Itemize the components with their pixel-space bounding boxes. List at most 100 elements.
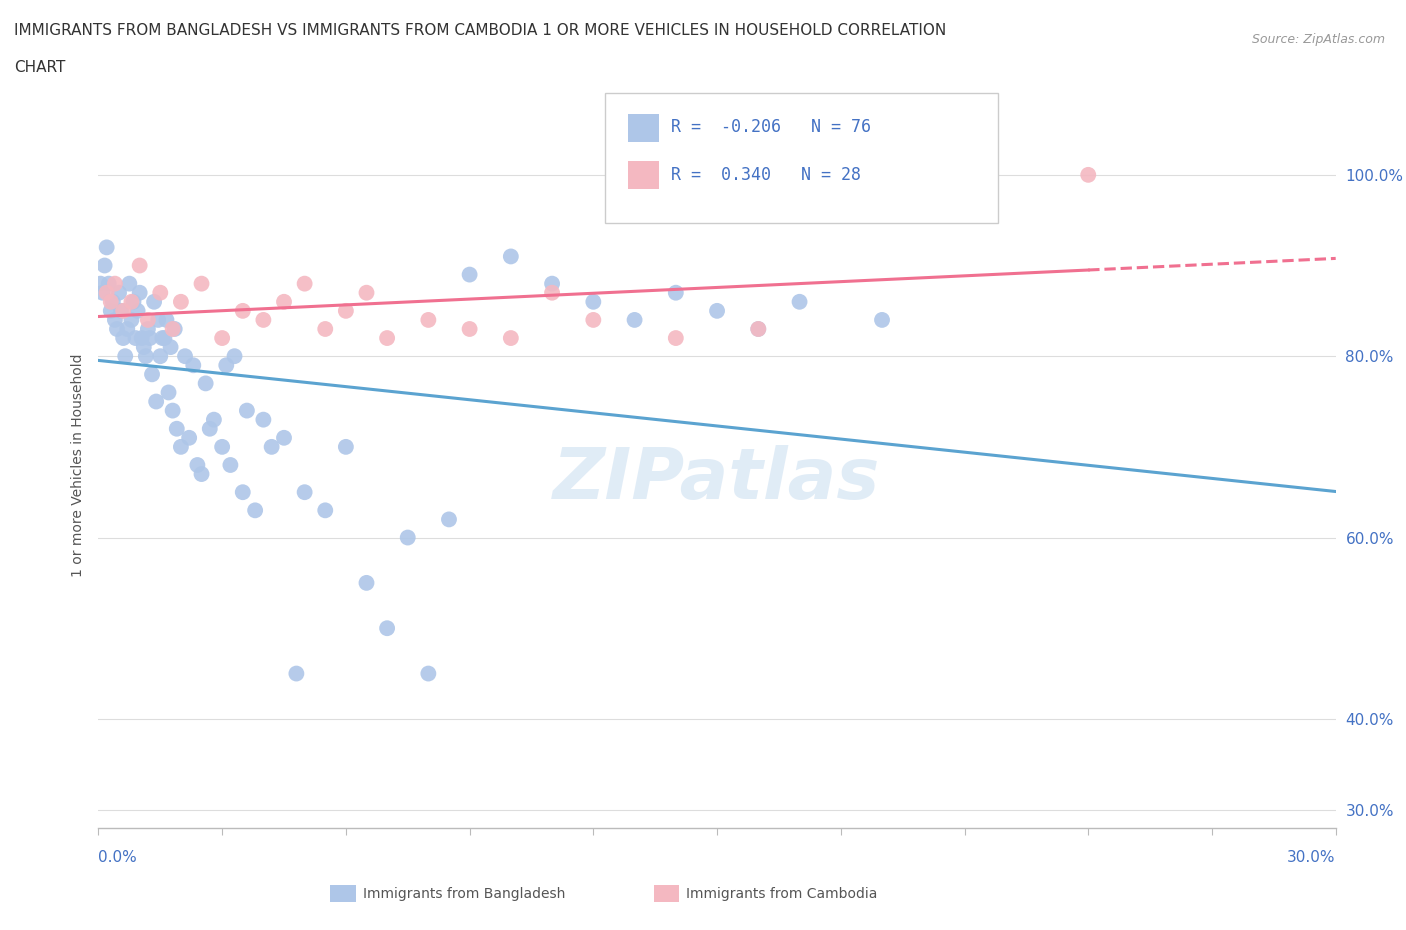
- Point: [870, 312, 893, 327]
- Point: [149, 286, 172, 300]
- Point: [314, 322, 336, 337]
- Point: [89, 276, 111, 291]
- Point: [91, 286, 114, 300]
- Point: [194, 376, 217, 391]
- Point: [145, 394, 167, 409]
- Text: 0.0%: 0.0%: [98, 850, 138, 866]
- Point: [120, 312, 142, 327]
- Point: [97, 276, 120, 291]
- Point: [122, 295, 145, 310]
- Point: [181, 358, 204, 373]
- Point: [162, 322, 184, 337]
- Point: [314, 503, 336, 518]
- Point: [458, 267, 481, 282]
- Point: [418, 666, 440, 681]
- Point: [396, 530, 419, 545]
- Point: [499, 249, 522, 264]
- Text: R =  0.340   N = 28: R = 0.340 N = 28: [671, 166, 860, 184]
- Point: [108, 286, 131, 300]
- Point: [541, 286, 564, 300]
- Point: [100, 303, 122, 318]
- Point: [118, 276, 141, 291]
- Point: [112, 303, 135, 318]
- Point: [1077, 167, 1099, 182]
- Point: [104, 312, 127, 327]
- Point: [100, 295, 122, 310]
- Point: [136, 322, 159, 337]
- Point: [170, 440, 193, 455]
- Point: [541, 276, 564, 291]
- Point: [789, 295, 811, 310]
- Point: [499, 331, 522, 346]
- Text: 30.0%: 30.0%: [1288, 850, 1336, 866]
- Point: [260, 440, 283, 455]
- Point: [236, 404, 259, 418]
- Point: [135, 349, 157, 364]
- Point: [623, 312, 645, 327]
- Point: [96, 286, 118, 300]
- Point: [252, 312, 274, 327]
- Point: [294, 276, 316, 291]
- Text: IMMIGRANTS FROM BANGLADESH VS IMMIGRANTS FROM CAMBODIA 1 OR MORE VEHICLES IN HOU: IMMIGRANTS FROM BANGLADESH VS IMMIGRANTS…: [14, 23, 946, 38]
- Point: [211, 440, 233, 455]
- Point: [375, 331, 398, 346]
- Point: [335, 303, 357, 318]
- Point: [174, 349, 197, 364]
- Point: [202, 412, 225, 427]
- Point: [128, 286, 150, 300]
- Y-axis label: 1 or more Vehicles in Household: 1 or more Vehicles in Household: [70, 353, 84, 577]
- Text: ZIPatlas: ZIPatlas: [554, 445, 880, 514]
- Point: [252, 412, 274, 427]
- Text: R =  -0.206   N = 76: R = -0.206 N = 76: [671, 118, 870, 137]
- Point: [215, 358, 238, 373]
- Point: [356, 576, 378, 591]
- Point: [143, 295, 166, 310]
- Point: [190, 467, 212, 482]
- Point: [219, 458, 242, 472]
- Point: [747, 322, 769, 337]
- Point: [155, 312, 177, 327]
- Point: [665, 331, 688, 346]
- Point: [356, 286, 378, 300]
- Text: Immigrants from Bangladesh: Immigrants from Bangladesh: [363, 886, 565, 901]
- Point: [139, 331, 162, 346]
- Point: [149, 349, 172, 364]
- Point: [166, 421, 188, 436]
- Point: [190, 276, 212, 291]
- Point: [273, 295, 295, 310]
- Point: [128, 259, 150, 273]
- Point: [232, 303, 254, 318]
- Point: [285, 666, 308, 681]
- Point: [375, 621, 398, 636]
- Point: [127, 303, 149, 318]
- Point: [582, 295, 605, 310]
- Point: [665, 286, 688, 300]
- Point: [437, 512, 460, 526]
- Point: [157, 385, 180, 400]
- Point: [170, 295, 193, 310]
- Point: [105, 322, 128, 337]
- Point: [232, 485, 254, 499]
- Text: Immigrants from Cambodia: Immigrants from Cambodia: [686, 886, 877, 901]
- Point: [141, 367, 163, 382]
- Point: [93, 259, 115, 273]
- Point: [159, 339, 181, 354]
- Point: [136, 312, 159, 327]
- Point: [124, 331, 146, 346]
- Point: [96, 240, 118, 255]
- Point: [120, 295, 142, 310]
- Point: [110, 303, 132, 318]
- Point: [101, 295, 124, 310]
- Point: [747, 322, 769, 337]
- Point: [112, 331, 135, 346]
- Point: [163, 322, 186, 337]
- Point: [458, 322, 481, 337]
- Point: [114, 349, 136, 364]
- Point: [335, 440, 357, 455]
- Point: [179, 431, 201, 445]
- Point: [211, 331, 233, 346]
- Point: [132, 339, 155, 354]
- Point: [243, 503, 266, 518]
- Point: [198, 421, 221, 436]
- Text: Source: ZipAtlas.com: Source: ZipAtlas.com: [1251, 33, 1385, 46]
